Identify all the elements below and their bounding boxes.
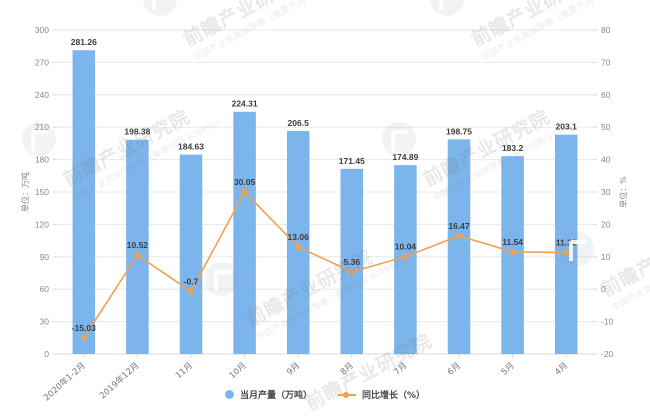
legend-item-bar[interactable]: 当月产量（万吨） <box>224 388 312 401</box>
y-axis-tick-label: 120 <box>35 219 49 229</box>
y2-axis-tick-label: 10 <box>601 252 611 262</box>
x-axis-category-label: 9月 <box>285 361 302 378</box>
y2-axis-tick-label: 80 <box>601 25 611 35</box>
line-series-path <box>83 190 567 339</box>
line-value-label: 10.52 <box>127 240 149 250</box>
legend-bar-marker-icon <box>224 390 234 399</box>
line-value-label: -15.03 <box>72 323 96 333</box>
y-axis-tick-label: 180 <box>35 155 49 165</box>
x-axis-category-label: 4月 <box>553 361 570 378</box>
legend-item-line[interactable]: 同比增长（%） <box>337 388 426 401</box>
y-axis-unit-label: 单位：万吨 <box>20 172 30 212</box>
bar-value-label: 206.5 <box>288 118 310 128</box>
x-axis-category-label: 5月 <box>500 361 517 378</box>
x-axis-category-label: 7月 <box>392 361 409 378</box>
chart-legend: 当月产量（万吨） 同比增长（%） <box>0 388 650 401</box>
line-data-point[interactable] <box>509 248 516 255</box>
line-data-point[interactable] <box>402 253 409 260</box>
bar-value-label: 198.38 <box>124 127 150 137</box>
y2-axis-tick-label: 50 <box>601 122 611 132</box>
line-value-label: 16.47 <box>448 221 470 231</box>
bar[interactable] <box>72 50 96 355</box>
y2-axis-tick-label: -10 <box>601 317 614 327</box>
bar-value-label: 198.75 <box>446 126 472 136</box>
y2-axis-tick-label: 70 <box>601 57 611 67</box>
y2-axis-tick-label: 20 <box>601 219 611 229</box>
y2-axis-tick-label: -20 <box>601 349 614 359</box>
line-value-label: 30.05 <box>234 177 256 187</box>
y-axis-tick-label: 30 <box>40 317 50 327</box>
line-data-point[interactable] <box>188 288 194 295</box>
bar-value-label: 224.31 <box>232 99 258 109</box>
y2-axis-tick-label: 30 <box>601 187 611 197</box>
bar-value-label: 281.26 <box>71 37 97 47</box>
x-axis-category-label: 11月 <box>174 361 195 381</box>
x-axis-category-label: 10月 <box>228 361 249 381</box>
legend-bar-label: 当月产量（万吨） <box>239 391 312 401</box>
y-axis-tick-label: 240 <box>35 90 49 100</box>
bar[interactable] <box>340 168 364 354</box>
line-data-point[interactable] <box>295 243 302 250</box>
line-value-label: 5.36 <box>344 257 361 267</box>
line-data-point[interactable] <box>348 268 355 275</box>
bar[interactable] <box>179 154 203 354</box>
bar[interactable] <box>233 111 256 354</box>
y-axis-tick-label: 210 <box>35 122 49 132</box>
y2-axis-tick-label: 0 <box>601 284 606 294</box>
x-axis-category-label: 8月 <box>339 361 356 378</box>
y-axis-tick-label: 0 <box>44 349 49 359</box>
line-value-label: 13.06 <box>288 232 310 242</box>
line-value-label: -0.7 <box>184 276 199 286</box>
y2-axis-tick-label: 60 <box>601 90 611 100</box>
bar[interactable] <box>447 139 471 354</box>
line-data-point[interactable] <box>241 188 248 195</box>
legend-line-label: 同比增长（%） <box>361 391 426 401</box>
line-data-point[interactable] <box>456 232 462 239</box>
y-axis-tick-label: 150 <box>35 187 49 197</box>
y-axis-tick-label: 270 <box>35 57 49 67</box>
bar[interactable] <box>126 139 149 354</box>
bar-value-label: 184.63 <box>178 142 204 152</box>
bar-value-label: 174.89 <box>392 152 418 162</box>
bar[interactable] <box>286 130 310 354</box>
y-axis-tick-label: 300 <box>35 25 49 35</box>
bar[interactable] <box>554 134 578 354</box>
bar-value-label: 171.45 <box>339 156 365 166</box>
y2-axis-unit-label: 单位：% <box>618 176 628 208</box>
line-value-label: 10.04 <box>395 242 417 252</box>
y-axis-tick-label: 60 <box>40 284 50 294</box>
x-axis-category-label: 6月 <box>446 361 463 378</box>
bar[interactable] <box>501 156 524 354</box>
line-data-point[interactable] <box>80 334 87 341</box>
bar-value-label: 183.2 <box>502 143 524 153</box>
line-data-point[interactable] <box>563 249 570 256</box>
y-axis-tick-label: 90 <box>40 252 50 262</box>
line-value-label: 11.54 <box>502 237 523 247</box>
bar-value-label: 203.1 <box>556 122 578 132</box>
line-value-label: 11.32 <box>556 238 577 248</box>
y2-axis-tick-label: 40 <box>601 155 611 165</box>
line-data-point[interactable] <box>134 252 141 259</box>
legend-line-marker-icon <box>337 390 356 399</box>
